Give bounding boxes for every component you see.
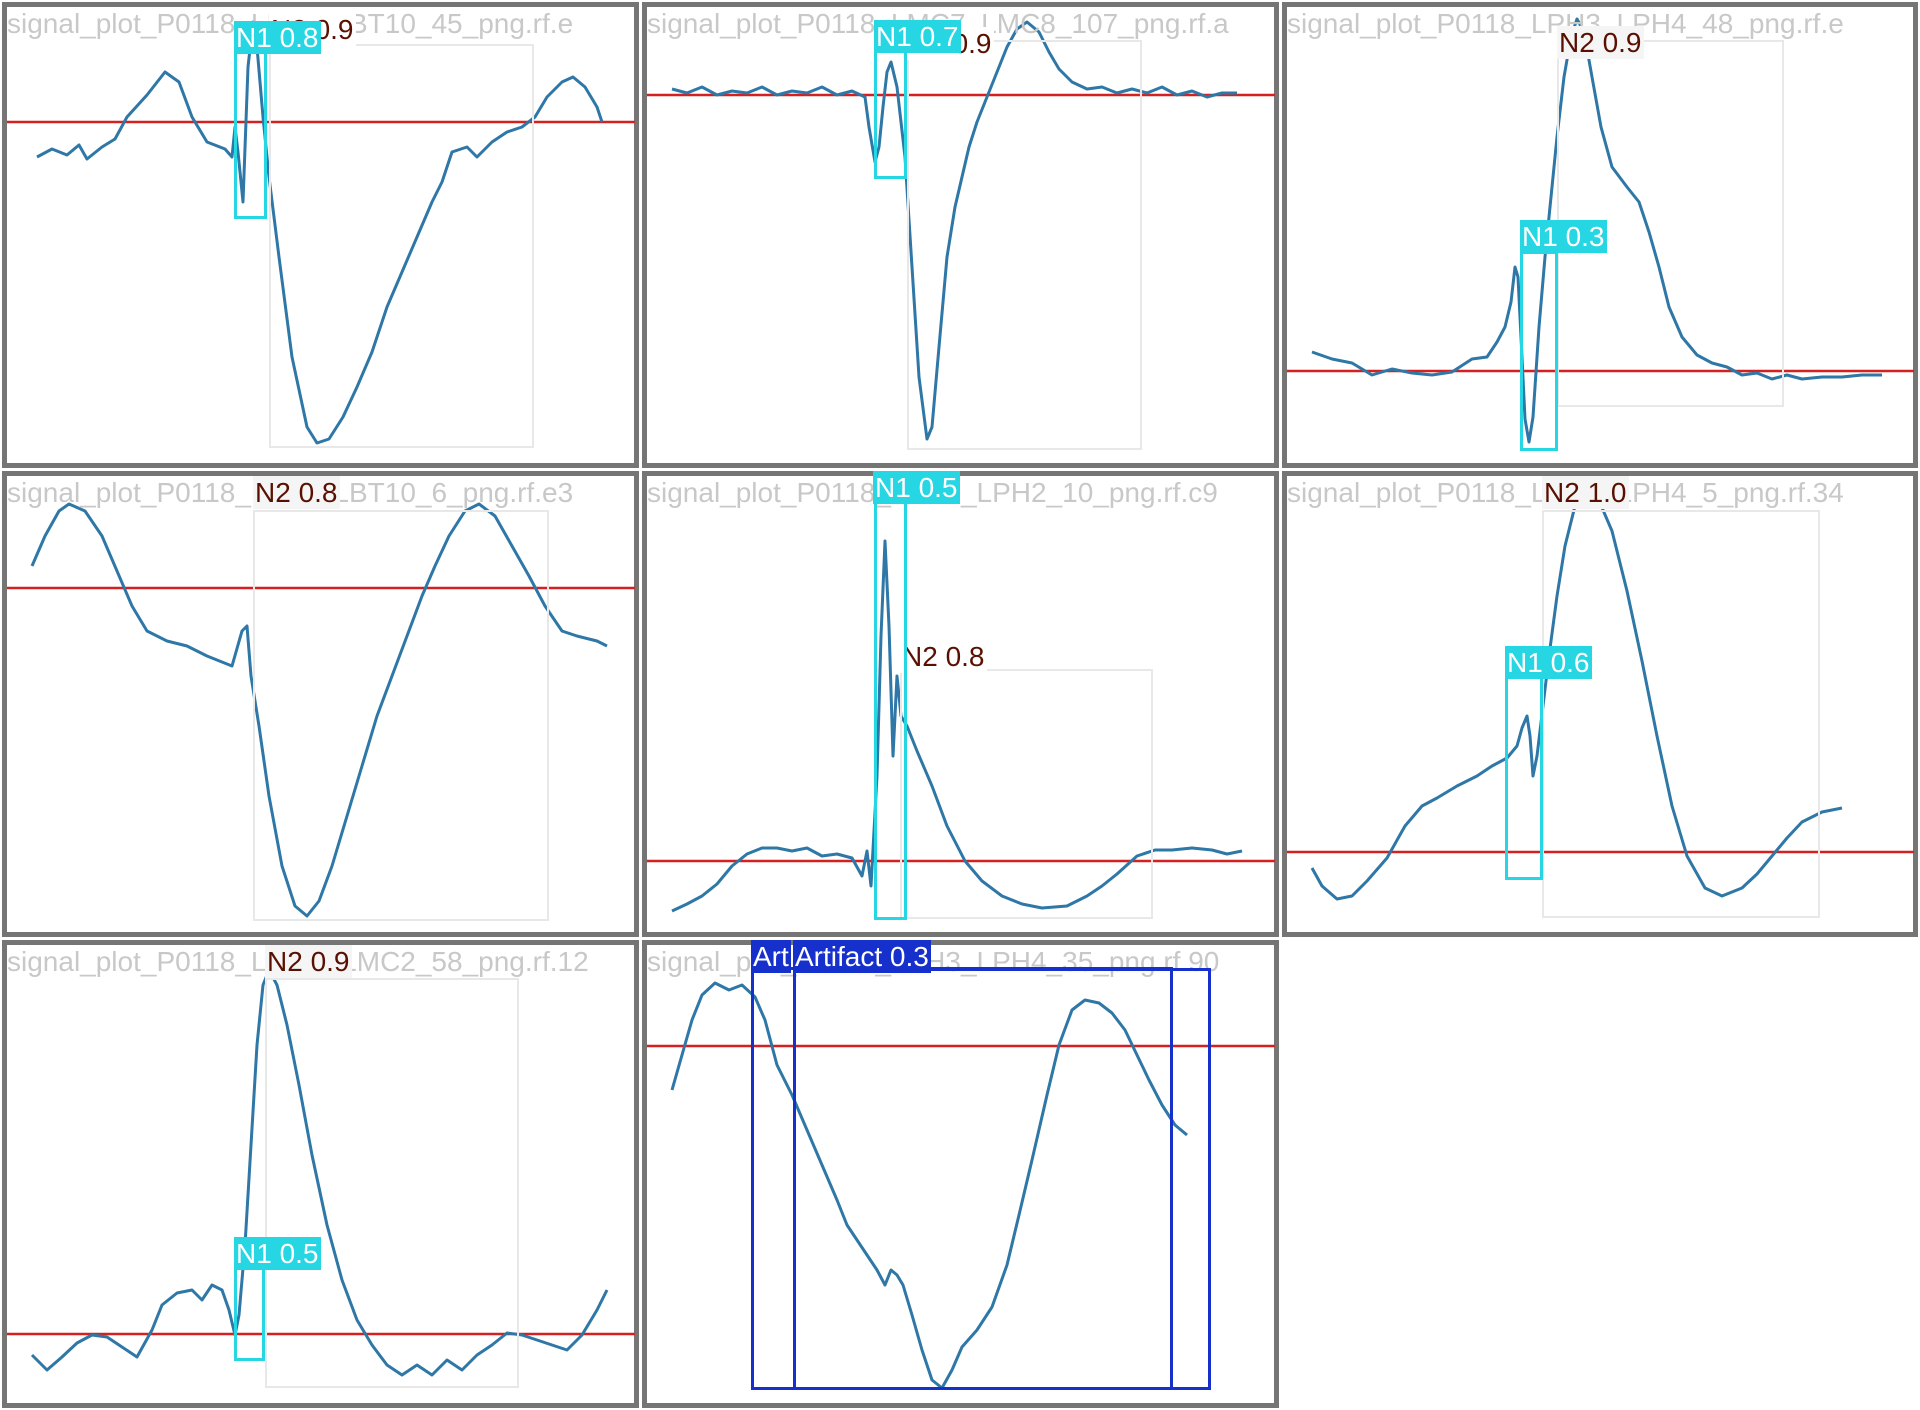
n1-detection-box xyxy=(874,500,907,920)
n2-detection-label: N2 0.9 xyxy=(265,945,352,978)
signal-panel: signal_plot_P0118_LPH3_LPH4_35_png.rf.90… xyxy=(642,940,1279,1408)
n2-detection-box xyxy=(265,978,519,1388)
n2-detection-box xyxy=(900,669,1153,919)
signal-panel: signal_plot_P0118_LMC7_LMC8_107_png.rf.a… xyxy=(642,2,1279,468)
n1-detection-label: N1 0.8 xyxy=(234,21,321,54)
signal-trace xyxy=(671,539,1243,913)
n2-detection-label: N2 0.8 xyxy=(253,476,340,509)
signal-trace xyxy=(671,20,1237,441)
n2-detection-label: N2 1.0 xyxy=(1542,476,1629,509)
signal-trace xyxy=(36,20,604,445)
n1-detection-label: N1 0.7 xyxy=(874,20,961,53)
n1-detection-box xyxy=(234,44,267,219)
n1-detection-label: N1 0.6 xyxy=(1505,646,1592,679)
signal-panel: signal_plot_P0118_LBT9_LBT10_45_png.rf.e… xyxy=(2,2,639,468)
n1-detection-box xyxy=(1520,251,1558,451)
n1-detection-box xyxy=(1505,676,1543,880)
signal-trace xyxy=(30,968,609,1377)
signal-plot xyxy=(7,20,635,445)
signal-plot xyxy=(7,502,635,918)
signal-trace xyxy=(670,981,1188,1390)
n2-detection-box xyxy=(907,40,1142,450)
signal-plot xyxy=(7,968,635,1377)
n2-detection-label: N2 0.8 xyxy=(900,640,987,673)
n2-detection-box xyxy=(253,510,549,921)
n1-detection-label: N1 0.5 xyxy=(234,1237,321,1270)
signal-panel: signal_plot_P0118_LMC1_LMC2_58_png.rf.12… xyxy=(2,940,639,1408)
artifact-detection-box xyxy=(751,967,1173,1390)
signal-panel: signal_plot_P0118_LPH3_LPH4_48_png.rf.e … xyxy=(1282,2,1918,468)
signal-panel: signal_plot_P0118_LPH1_LPH2_10_png.rf.c9… xyxy=(642,471,1279,937)
signal-plot xyxy=(647,539,1275,913)
n2-detection-label: N2 0.9 xyxy=(1557,26,1644,59)
n2-detection-box xyxy=(269,44,534,448)
n1-detection-box xyxy=(234,1267,265,1361)
panel-filename: signal_plot_P0118_LPH3_LPH4_35_png.rf.90 xyxy=(647,946,1220,977)
n2-detection-box xyxy=(1542,510,1820,918)
signal-panel: signal_plot_P0118_LBT9_LBT10_6_png.rf.e3… xyxy=(2,471,639,937)
n1-detection-label: N1 0.5 xyxy=(873,471,960,504)
n1-detection-box xyxy=(874,41,907,179)
n1-detection-label: N1 0.3 xyxy=(1520,220,1607,253)
artifact-detection-label: Art xyxy=(751,940,791,973)
signal-plot xyxy=(647,20,1275,441)
signal-panel: signal_plot_P0118_LPH3_LPH4_5_png.rf.34 … xyxy=(1282,471,1918,937)
signal-trace xyxy=(30,502,608,918)
